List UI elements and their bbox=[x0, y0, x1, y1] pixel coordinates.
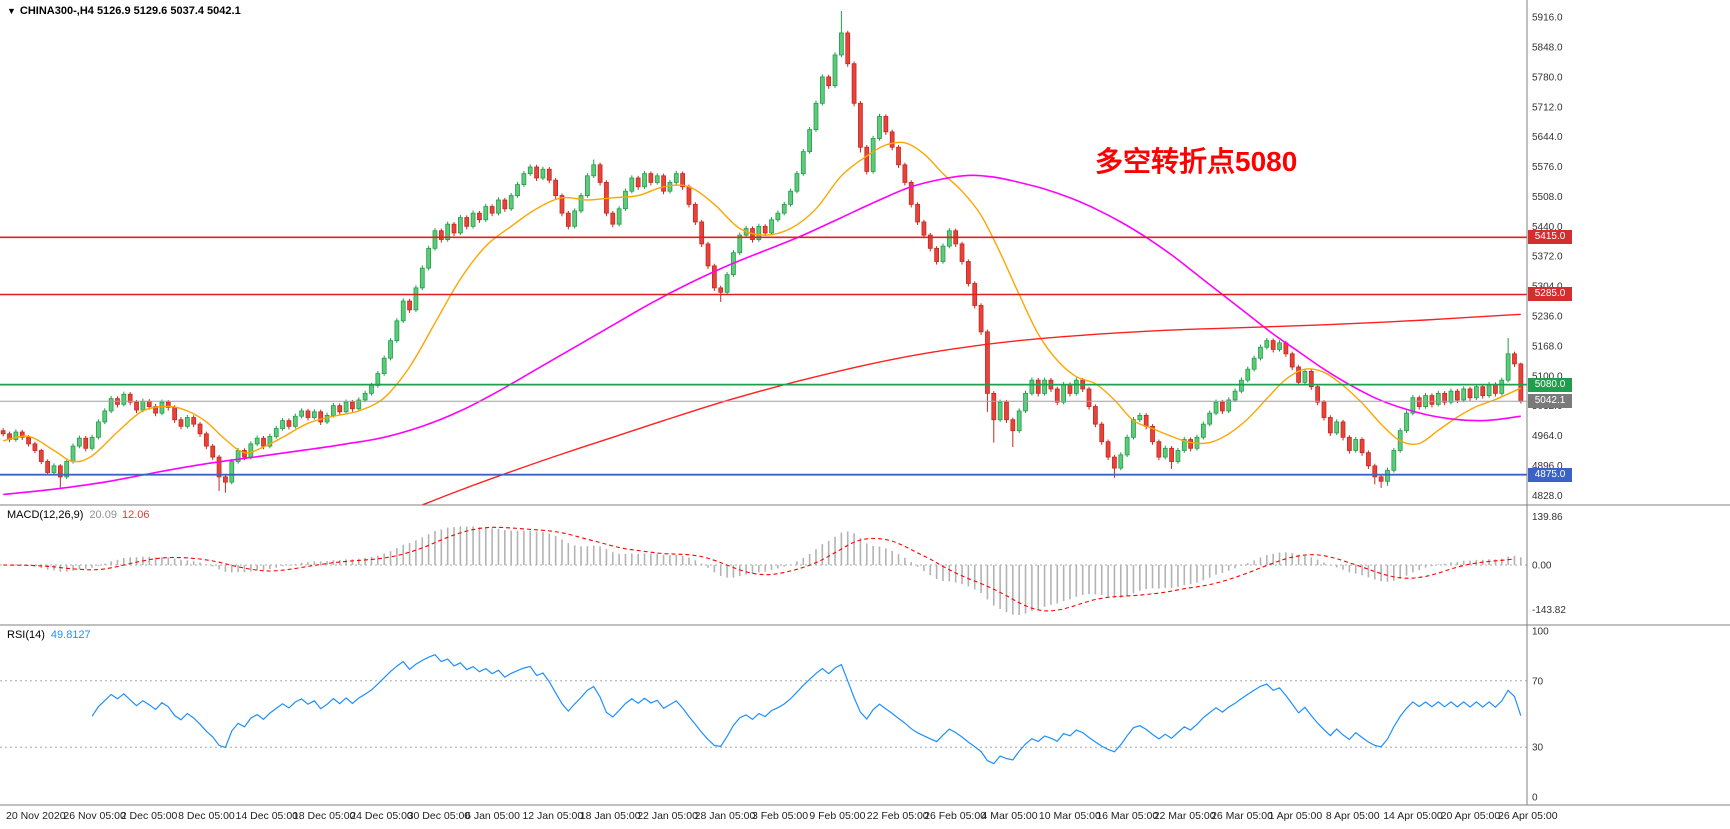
macd-axis-label: 139.86 bbox=[1532, 512, 1563, 523]
svg-text:4964.0: 4964.0 bbox=[1532, 431, 1563, 442]
svg-text:16 Mar 05:00: 16 Mar 05:00 bbox=[1096, 810, 1158, 822]
rsi-value: 49.8127 bbox=[50, 629, 91, 641]
svg-text:14 Apr 05:00: 14 Apr 05:00 bbox=[1383, 810, 1443, 822]
svg-text:22 Mar 05:00: 22 Mar 05:00 bbox=[1154, 810, 1216, 822]
svg-text:26 Feb 05:00: 26 Feb 05:00 bbox=[924, 810, 986, 822]
svg-text:5576.0: 5576.0 bbox=[1532, 162, 1563, 173]
macd-axis-label: 0.00 bbox=[1532, 561, 1552, 572]
rsi-axis-label: 70 bbox=[1532, 676, 1544, 687]
ma-slow-line[interactable] bbox=[422, 313, 1521, 506]
svg-text:5440.0: 5440.0 bbox=[1532, 222, 1563, 233]
svg-text:18 Dec 05:00: 18 Dec 05:00 bbox=[293, 810, 356, 822]
rsi-axis-label: 30 bbox=[1532, 743, 1544, 754]
svg-text:5304.0: 5304.0 bbox=[1532, 282, 1563, 293]
ma-mid-line[interactable] bbox=[3, 174, 1521, 496]
ma-fast-line[interactable] bbox=[3, 141, 1522, 463]
svg-text:5032.0: 5032.0 bbox=[1532, 401, 1563, 412]
chart-annotation-text[interactable]: 多空转折点5080 bbox=[1095, 146, 1298, 177]
macd-main-value: 20.09 bbox=[89, 509, 117, 521]
macd-name: MACD(12,26,9) bbox=[7, 509, 84, 521]
svg-text:5848.0: 5848.0 bbox=[1532, 43, 1563, 54]
svg-text:28 Jan 05:00: 28 Jan 05:00 bbox=[695, 810, 756, 822]
svg-text:5780.0: 5780.0 bbox=[1532, 72, 1563, 83]
rsi-axis-label: 0 bbox=[1532, 793, 1538, 804]
macd-histogram bbox=[8, 526, 1522, 615]
svg-text:4 Mar 05:00: 4 Mar 05:00 bbox=[982, 810, 1038, 822]
svg-text:5644.0: 5644.0 bbox=[1532, 132, 1563, 143]
svg-text:5508.0: 5508.0 bbox=[1532, 192, 1563, 203]
svg-text:14 Dec 05:00: 14 Dec 05:00 bbox=[236, 810, 299, 822]
svg-text:10 Mar 05:00: 10 Mar 05:00 bbox=[1039, 810, 1101, 822]
symbol-dropdown-icon[interactable]: ▼ bbox=[7, 6, 16, 16]
svg-text:5100.0: 5100.0 bbox=[1532, 371, 1563, 382]
svg-text:9 Feb 05:00: 9 Feb 05:00 bbox=[809, 810, 865, 822]
svg-text:26 Nov 05:00: 26 Nov 05:00 bbox=[63, 810, 126, 822]
svg-text:5168.0: 5168.0 bbox=[1532, 341, 1563, 352]
svg-text:20 Apr 05:00: 20 Apr 05:00 bbox=[1441, 810, 1501, 822]
svg-text:30 Dec 05:00: 30 Dec 05:00 bbox=[408, 810, 471, 822]
svg-text:5372.0: 5372.0 bbox=[1532, 252, 1563, 263]
macd-axis-label: -143.82 bbox=[1532, 605, 1566, 616]
rsi-indicator-label: RSI(14) 49.8127 bbox=[7, 629, 91, 641]
svg-text:3 Feb 05:00: 3 Feb 05:00 bbox=[752, 810, 808, 822]
svg-text:4828.0: 4828.0 bbox=[1532, 491, 1563, 502]
rsi-name: RSI(14) bbox=[7, 629, 45, 641]
macd-signal-line bbox=[3, 526, 1515, 612]
svg-text:26 Mar 05:00: 26 Mar 05:00 bbox=[1211, 810, 1273, 822]
svg-text:2 Dec 05:00: 2 Dec 05:00 bbox=[121, 810, 178, 822]
svg-text:6 Jan 05:00: 6 Jan 05:00 bbox=[465, 810, 520, 822]
svg-text:20 Nov 2020: 20 Nov 2020 bbox=[6, 810, 66, 822]
svg-text:5712.0: 5712.0 bbox=[1532, 102, 1563, 113]
svg-text:5916.0: 5916.0 bbox=[1532, 13, 1563, 24]
macd-signal-value: 12.06 bbox=[121, 509, 150, 521]
svg-text:8 Apr 05:00: 8 Apr 05:00 bbox=[1326, 810, 1380, 822]
svg-text:8 Dec 05:00: 8 Dec 05:00 bbox=[178, 810, 235, 822]
svg-text:1 Apr 05:00: 1 Apr 05:00 bbox=[1268, 810, 1322, 822]
svg-text:5236.0: 5236.0 bbox=[1532, 312, 1563, 323]
symbol-ohlc-bar: ▼ CHINA300-,H4 5126.9 5129.6 5037.4 5042.… bbox=[7, 5, 241, 17]
rsi-line bbox=[91, 653, 1522, 765]
macd-indicator-label: MACD(12,26,9) 20.09 12.06 bbox=[7, 509, 149, 521]
svg-text:12 Jan 05:00: 12 Jan 05:00 bbox=[522, 810, 583, 822]
symbol-ohlc-text: CHINA300-,H4 5126.9 5129.6 5037.4 5042.1 bbox=[19, 5, 241, 17]
rsi-axis-label: 100 bbox=[1532, 627, 1549, 638]
price-axis[interactable]: 5916.0 5848.0 5780.0 5712.0 5644.0 5576.0 5508… bbox=[1532, 13, 1563, 502]
svg-text:24 Dec 05:00: 24 Dec 05:00 bbox=[350, 810, 413, 822]
svg-text:22 Jan 05:00: 22 Jan 05:00 bbox=[637, 810, 698, 822]
svg-text:4896.0: 4896.0 bbox=[1532, 461, 1563, 472]
svg-text:18 Jan 05:00: 18 Jan 05:00 bbox=[580, 810, 641, 822]
candlestick-series bbox=[0, 10, 1524, 493]
svg-text:26 Apr 05:00: 26 Apr 05:00 bbox=[1498, 810, 1558, 822]
svg-text:22 Feb 05:00: 22 Feb 05:00 bbox=[867, 810, 929, 822]
